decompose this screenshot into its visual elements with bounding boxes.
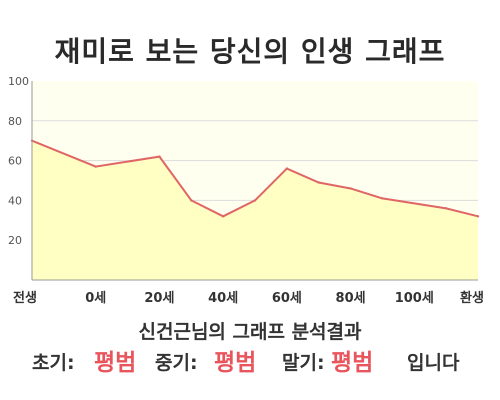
page-title: 재미로 보는 당신의 인생 그래프 [54, 35, 446, 68]
x-tick-label-4: 60세 [272, 291, 302, 306]
series-point-5 [253, 199, 257, 202]
series-point-6 [285, 167, 289, 170]
x-tick-label-5: 80세 [336, 291, 366, 306]
y-tick-label-4: 100 [8, 75, 29, 88]
x-tick-label-3: 40세 [208, 291, 238, 306]
y-tick-label-0: 20 [8, 234, 22, 247]
late-value: 평범 [331, 350, 374, 376]
series-point-2 [158, 155, 161, 158]
y-tick-label-1: 40 [8, 194, 22, 207]
y-tick-label-2: 60 [8, 155, 22, 168]
series-point-4 [221, 215, 225, 218]
middle-label: 중기: [155, 352, 198, 374]
analysis-summary: 초기: 평범 중기: 평범 말기: 평범 입니다 [0, 348, 500, 380]
series-point-3 [190, 199, 193, 202]
series-point-8 [349, 187, 352, 190]
x-tick-label-1: 0세 [85, 291, 106, 306]
series-point-11 [476, 215, 480, 218]
series-point-10 [444, 207, 448, 210]
early-label: 초기: [32, 352, 75, 374]
x-tick-label-2: 20세 [144, 291, 174, 306]
result-suffix: 입니다 [407, 352, 460, 374]
early-value: 평범 [94, 350, 137, 376]
x-tick-label-7: 환생 [460, 290, 484, 306]
x-tick-label-0: 전생 [13, 290, 37, 306]
middle-value: 평범 [214, 350, 257, 376]
series-line [31, 139, 479, 218]
analysis-heading: 신건근님의 그래프 분석결과 [138, 321, 362, 343]
series-point-1 [94, 165, 97, 168]
series-point-9 [381, 197, 384, 200]
series-area [32, 140, 478, 280]
series-point-7 [317, 181, 320, 184]
late-label: 말기: [282, 352, 325, 374]
x-tick-label-6: 100세 [395, 291, 434, 306]
y-tick-label-3: 80 [8, 115, 22, 128]
